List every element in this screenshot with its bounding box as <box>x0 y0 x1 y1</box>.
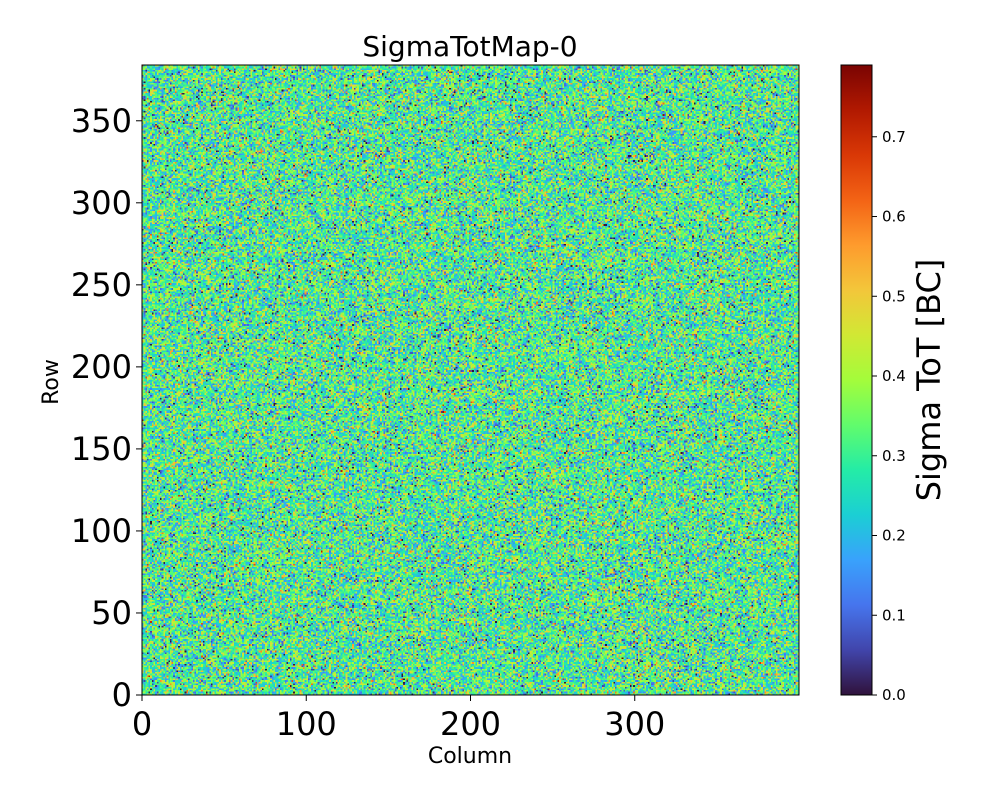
y-tick-label: 50 <box>91 594 132 632</box>
heatmap-image <box>142 65 799 695</box>
y-axis-label: Row <box>39 359 64 405</box>
x-tick-label: 100 <box>276 705 337 743</box>
colorbar-tick-label: 0.0 <box>882 686 906 704</box>
y-tick-label: 100 <box>71 512 132 550</box>
colorbar-tick-label: 0.6 <box>882 208 906 226</box>
colorbar-tick-label: 0.2 <box>882 527 906 545</box>
y-tick-label: 200 <box>71 348 132 386</box>
colorbar-tick-label: 0.5 <box>882 287 906 305</box>
x-tick-label: 300 <box>604 705 665 743</box>
y-tick-label: 150 <box>71 430 132 468</box>
y-tick-label: 300 <box>71 184 132 222</box>
colorbar-axis: 0.0 0.1 0.2 0.3 0.4 0.5 0.6 0.7 <box>872 128 906 704</box>
chart-title: SigmaTotMap-0 <box>362 30 577 63</box>
colorbar-tick-label: 0.1 <box>882 606 906 624</box>
colorbar-tick-label: 0.4 <box>882 367 906 385</box>
colorbar-tick-label: 0.3 <box>882 447 906 465</box>
colorbar-label: Sigma ToT [BC] <box>910 259 948 502</box>
y-axis: 0 50 100 150 200 250 300 350 <box>71 102 142 714</box>
x-tick-label: 0 <box>132 705 152 743</box>
y-tick-label: 250 <box>71 266 132 304</box>
x-axis-label: Column <box>428 744 512 769</box>
y-tick-label: 350 <box>71 102 132 140</box>
x-tick-label: 200 <box>440 705 501 743</box>
colorbar-tick-label: 0.7 <box>882 128 906 146</box>
x-axis: 0 100 200 300 <box>132 695 665 743</box>
colorbar <box>840 64 873 696</box>
y-tick-label: 0 <box>112 676 132 714</box>
